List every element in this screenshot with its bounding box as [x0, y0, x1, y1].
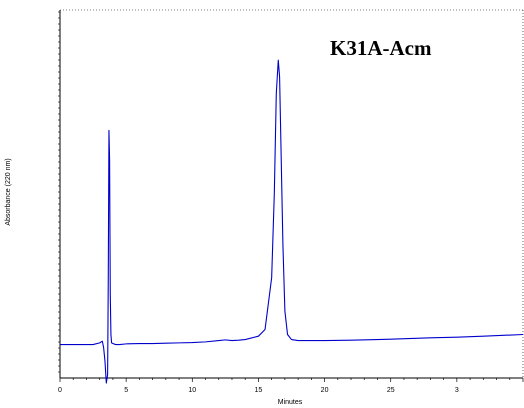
- x-tick-label: 20: [321, 387, 329, 394]
- x-axis-ticks: 0 5 10 15 20 25 3: [58, 378, 524, 394]
- plot-frame: [59, 9, 524, 379]
- chart-title: K31A-Acm: [330, 36, 432, 60]
- x-tick-label: 5: [124, 387, 128, 394]
- y-axis-ticks: [58, 11, 60, 373]
- x-axis-label: Minutes: [278, 399, 303, 406]
- x-tick-label: 3: [455, 387, 459, 394]
- x-tick-label: 0: [58, 387, 62, 394]
- y-axis-label: Absorbance (220 nm): [5, 158, 12, 225]
- chromatogram-trace-line: [60, 59, 524, 384]
- x-tick-label: 10: [188, 387, 196, 394]
- x-tick-label: 15: [255, 387, 263, 394]
- series-layer: [60, 59, 524, 384]
- x-tick-label: 25: [387, 387, 395, 394]
